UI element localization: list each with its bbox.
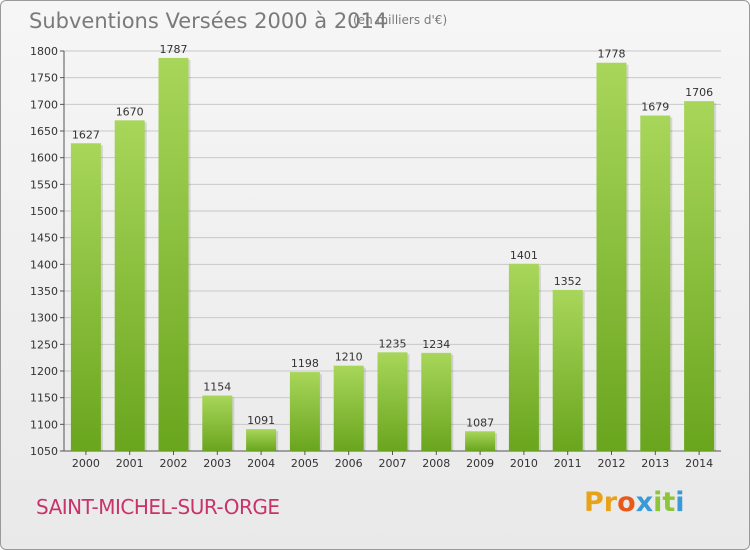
y-tick-label: 1400	[30, 258, 58, 271]
logo-letter: t	[662, 487, 676, 518]
chart-subtitle: (en milliers d'€)	[353, 13, 448, 27]
y-tick-label: 1250	[30, 338, 58, 351]
bar-2007	[377, 352, 408, 451]
x-tick-label-2012: 2012	[598, 457, 626, 470]
y-tick-label: 1300	[30, 312, 58, 325]
bar-2001	[114, 120, 145, 451]
data-label-2007: 1235	[379, 337, 407, 350]
x-tick-label-2010: 2010	[510, 457, 538, 470]
data-label-2006: 1210	[335, 351, 363, 364]
data-label-2002: 1787	[160, 43, 188, 56]
data-label-2012: 1778	[598, 48, 626, 61]
logo-letter: x	[635, 487, 654, 518]
y-tick-label: 1650	[30, 125, 58, 138]
data-label-2003: 1154	[203, 381, 231, 394]
proxiti-logo: Proxiti	[584, 487, 685, 518]
data-label-2000: 1627	[72, 128, 100, 141]
y-tick-label: 1100	[30, 418, 58, 431]
chart-title: Subventions Versées 2000 à 2014	[29, 9, 388, 33]
bar-2002	[158, 57, 189, 451]
y-tick-label: 1600	[30, 152, 58, 165]
bar-2008	[421, 352, 452, 451]
bar-2000	[70, 143, 101, 451]
x-tick-label-2000: 2000	[72, 457, 100, 470]
x-tick-label-2003: 2003	[203, 457, 231, 470]
x-tick-label-2007: 2007	[379, 457, 407, 470]
bar-2014	[684, 101, 715, 451]
x-tick-label-2013: 2013	[641, 457, 669, 470]
data-label-2010: 1401	[510, 249, 538, 262]
x-tick-label-2002: 2002	[160, 457, 188, 470]
data-label-2011: 1352	[554, 275, 582, 288]
bar-2013	[640, 115, 671, 452]
bar-2010	[508, 263, 539, 451]
bar-2003	[202, 395, 233, 451]
logo-letter: i	[653, 487, 663, 518]
bars	[70, 57, 717, 452]
data-label-2013: 1679	[641, 101, 669, 114]
x-tick-label-2001: 2001	[116, 457, 144, 470]
data-label-2014: 1706	[685, 86, 713, 99]
data-label-2009: 1087	[466, 416, 494, 429]
x-tick-label-2005: 2005	[291, 457, 319, 470]
bar-2009	[465, 431, 496, 451]
y-tick-label: 1500	[30, 205, 58, 218]
logo-letter: r	[603, 487, 618, 518]
bar-2004	[246, 429, 277, 451]
x-tick-label-2014: 2014	[685, 457, 713, 470]
x-tick-label-2009: 2009	[466, 457, 494, 470]
bar-2011	[552, 289, 583, 451]
y-tick-label: 1350	[30, 285, 58, 298]
x-tick-label-2008: 2008	[422, 457, 450, 470]
y-tick-label: 1200	[30, 365, 58, 378]
labels: 1050 1100 1150 1200 1250 1300 1350 1400 1450 1500…	[30, 43, 713, 470]
y-tick-label: 1550	[30, 178, 58, 191]
x-tick-label-2006: 2006	[335, 457, 363, 470]
data-label-2004: 1091	[247, 414, 275, 427]
bar-2006	[333, 365, 364, 451]
y-tick-label: 1700	[30, 98, 58, 111]
logo-letter: P	[584, 487, 604, 518]
data-label-2008: 1234	[422, 338, 450, 351]
logo-letter: i	[675, 487, 685, 518]
y-tick-label: 1050	[30, 445, 58, 458]
x-tick-label-2004: 2004	[247, 457, 275, 470]
town-name: SAINT-MICHEL-SUR-ORGE	[36, 495, 280, 519]
y-tick-label: 1450	[30, 232, 58, 245]
y-tick-label: 1750	[30, 72, 58, 85]
y-tick-label: 1150	[30, 392, 58, 405]
logo-letter: o	[617, 487, 636, 518]
bar-2012	[596, 62, 627, 451]
x-tick-label-2011: 2011	[554, 457, 582, 470]
data-label-2001: 1670	[116, 105, 144, 118]
data-label-2005: 1198	[291, 357, 319, 370]
bar-2005	[289, 372, 320, 451]
y-tick-label: 1800	[30, 45, 58, 58]
